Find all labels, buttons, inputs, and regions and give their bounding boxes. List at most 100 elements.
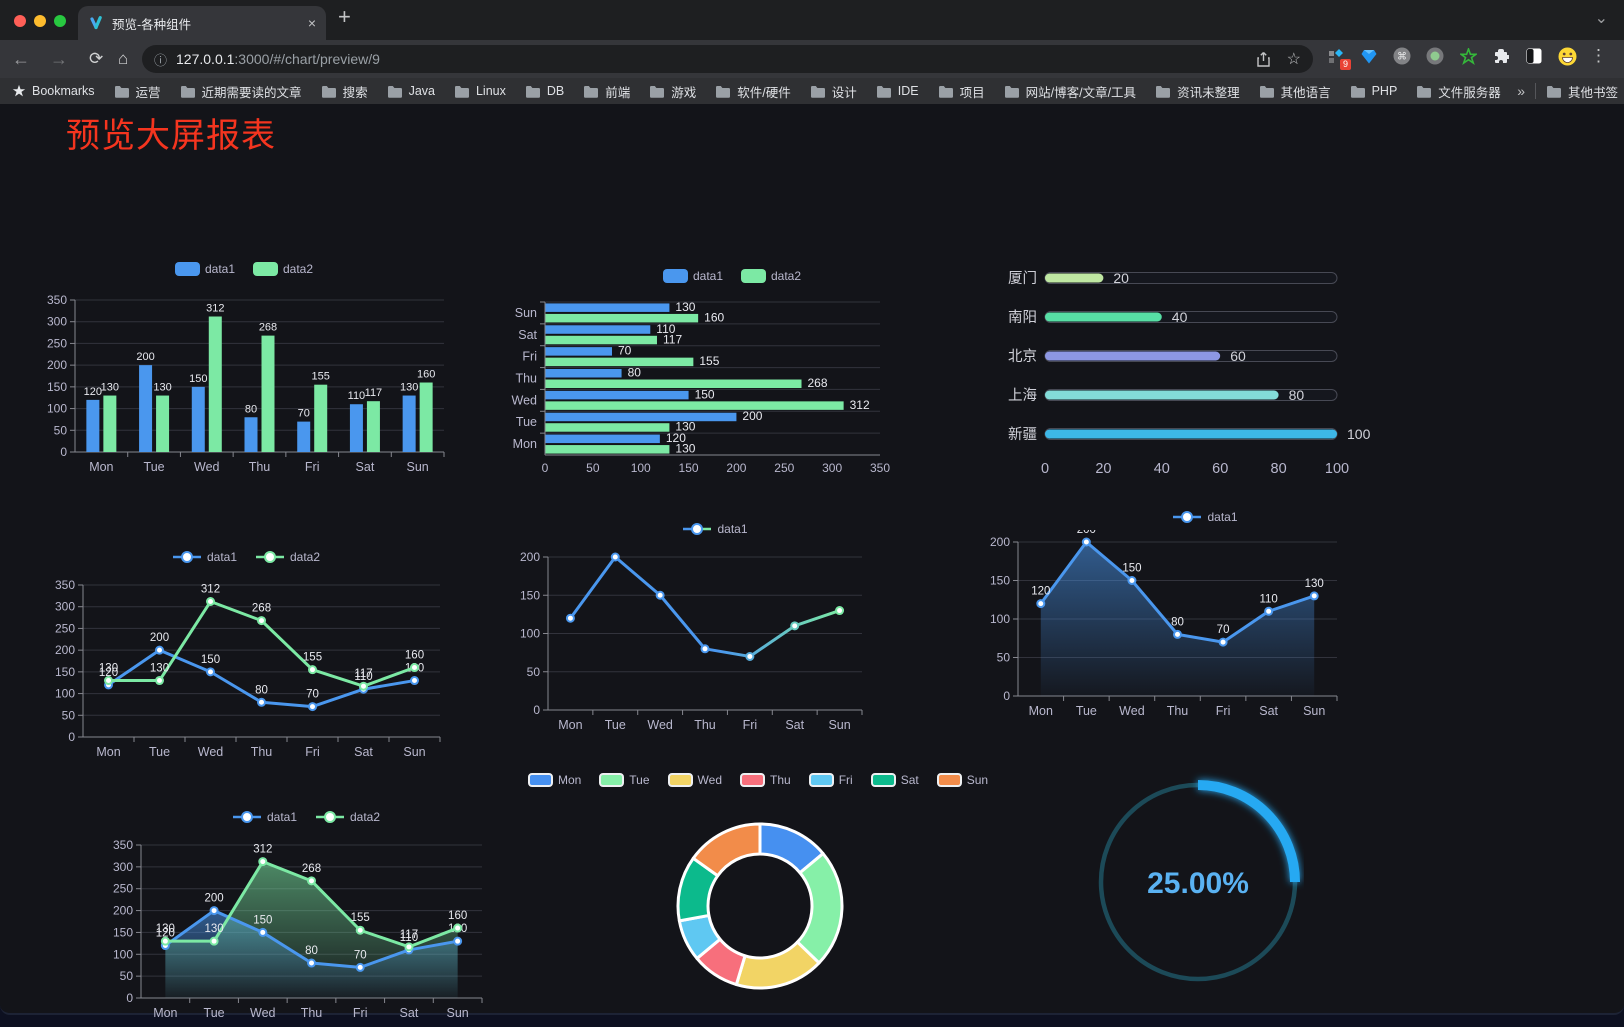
bookmark-folder[interactable]: 项目 [938,82,985,101]
horizontal-bar-chart[interactable]: data1 data2 0 50 100 150 200 250 300 350 Sun 130 160… [498,262,898,478]
bookmark-folder[interactable]: 其他语言 [1259,82,1331,101]
svg-text:312: 312 [850,398,870,412]
bookmark-folder[interactable]: 网站/博客/文章/工具 [1004,82,1136,101]
svg-text:150: 150 [253,914,272,926]
city-progress-chart[interactable]: 厦门 20 南阳 40 北京 60 上海 80 新疆 100 0 20 40 60 80 100 [982,264,1374,488]
legend-swatch [936,773,962,787]
extension-grid-icon[interactable]: 9 [1326,46,1351,70]
svg-text:0: 0 [1003,689,1010,703]
bookmark-star-icon[interactable]: ☆ [1286,51,1301,68]
legend-item[interactable]: data2 [315,810,380,824]
svg-text:0: 0 [542,461,549,475]
back-icon[interactable]: ← [12,49,30,69]
gradient-line-chart[interactable]: data1 0 50 100 150 200 Mon Tue Wed Thu Fri Sat Sun [500,516,878,738]
address-bar[interactable]: ⓘ 127.0.0.1 :3000/#/chart/preview/9 ☆ [142,45,1313,73]
tab-search-chevron-icon[interactable]: ⌄ [1594,10,1608,27]
bookmark-folder[interactable]: 资讯未整理 [1155,82,1240,101]
svg-text:110: 110 [348,390,366,402]
legend-item[interactable]: Tue [599,773,650,787]
svg-text:100: 100 [1347,426,1371,442]
green-star-extension-icon[interactable] [1458,46,1478,66]
recorder-extension-icon[interactable] [1425,46,1445,66]
grouped-bar-chart[interactable]: data1 data2 0 50 100 150 200 250 300 350 Mon Tue Wed… [32,256,456,480]
legend-line-marker [683,523,712,535]
forward-icon[interactable]: → [50,49,68,69]
bookmark-folder[interactable]: 近期需要读的文章 [180,82,302,101]
gem-extension-icon[interactable] [1359,46,1379,66]
svg-text:120: 120 [1031,586,1050,598]
zoom-window-button[interactable] [54,15,66,27]
emoji-extension-icon[interactable] [1557,46,1577,66]
svg-text:0: 0 [60,445,67,459]
dark-mode-extension-icon[interactable] [1524,46,1544,66]
bookmark-item[interactable]: Bookmarks [12,84,95,98]
legend-item[interactable]: Sun [936,773,988,787]
svg-text:100: 100 [520,627,540,641]
svg-text:200: 200 [726,461,746,475]
svg-text:350: 350 [870,461,890,475]
bookmark-folder[interactable]: 文件服务器 [1416,82,1501,101]
reload-icon[interactable]: ⟳ [89,49,104,68]
bookmark-folder[interactable]: 运营 [114,82,161,101]
legend-item[interactable]: data1 [232,810,297,824]
bookmark-folder[interactable]: Linux [454,84,506,98]
legend-item[interactable]: Wed [667,773,722,787]
extensions-puzzle-icon[interactable] [1491,46,1511,66]
bookmark-folder[interactable]: IDE [876,84,919,98]
svg-text:250: 250 [113,882,133,896]
legend-item[interactable]: data1 [172,550,237,564]
donut-chart[interactable]: Mon Tue Wed Thu Fri Sat Sun [527,766,988,1006]
svg-text:Sat: Sat [356,460,375,474]
legend-item[interactable]: Thu [740,773,791,787]
legend-item[interactable]: data2 [253,262,313,276]
svg-text:Sat: Sat [1259,704,1278,718]
legend-item[interactable]: Sat [870,773,919,787]
legend-item[interactable]: Mon [527,773,581,787]
bookmark-folder[interactable]: PHP [1350,84,1397,98]
svg-text:0: 0 [68,730,75,744]
command-extension-icon[interactable]: ⌘ [1392,46,1412,66]
folder-icon [1156,85,1171,98]
svg-text:110: 110 [400,932,418,944]
legend-item[interactable]: data1 [662,269,723,283]
legend-item[interactable]: data2 [741,269,801,283]
gauge-chart[interactable]: 25.00% [1092,762,1304,1002]
legend-swatch [667,773,693,787]
legend-item[interactable]: data1 [682,522,748,536]
two-series-area-chart[interactable]: data1 data2 0 50 100 150 200 250 300 350 Mon Tue Wed… [92,804,520,1027]
bookmark-folder[interactable]: 设计 [810,82,857,101]
svg-text:130: 130 [150,663,169,675]
svg-text:50: 50 [54,423,68,437]
svg-text:80: 80 [1289,387,1305,403]
bookmark-folder[interactable]: 软件/硬件 [715,82,791,101]
legend-item[interactable]: data1 [1172,510,1238,524]
close-window-button[interactable] [14,15,26,27]
svg-text:350: 350 [113,838,133,852]
home-icon[interactable]: ⌂ [118,49,129,68]
bookmark-folder[interactable]: DB [525,84,564,98]
tab-close-icon[interactable]: × [307,15,316,31]
bookmark-folder[interactable]: 搜索 [321,82,368,101]
bookmarks-overflow-icon[interactable]: » [1517,83,1525,99]
new-tab-button[interactable]: + [338,4,351,29]
minimize-window-button[interactable] [34,15,46,27]
other-bookmarks-folder[interactable]: 其他书签 [1546,82,1618,101]
area-line-chart[interactable]: data1 0 50 100 150 200 Mon Tue Wed Thu Fri Sat Sun 12… [975,504,1351,722]
svg-text:350: 350 [47,293,67,307]
svg-text:250: 250 [55,621,75,635]
bookmark-folder[interactable]: 前端 [583,82,630,101]
browser-tab[interactable]: 预览-各种组件 × [78,6,326,40]
legend-item[interactable]: data1 [174,262,235,276]
menu-dots-icon[interactable]: ⋮ [1590,46,1607,65]
legend-item[interactable]: Fri [808,773,853,787]
svg-text:70: 70 [618,344,632,358]
legend-item[interactable]: data2 [255,550,320,564]
svg-text:150: 150 [990,574,1010,588]
two-series-line-chart[interactable]: data1 data2 0 50 100 150 200 250 300 350 Mon Tue Wed… [36,544,456,766]
share-icon[interactable] [1256,51,1271,68]
svg-text:117: 117 [354,668,372,680]
svg-text:Sat: Sat [518,328,537,342]
bookmark-folder[interactable]: Java [387,84,435,98]
page-info-icon[interactable]: ⓘ [154,52,168,68]
bookmark-folder[interactable]: 游戏 [649,82,696,101]
